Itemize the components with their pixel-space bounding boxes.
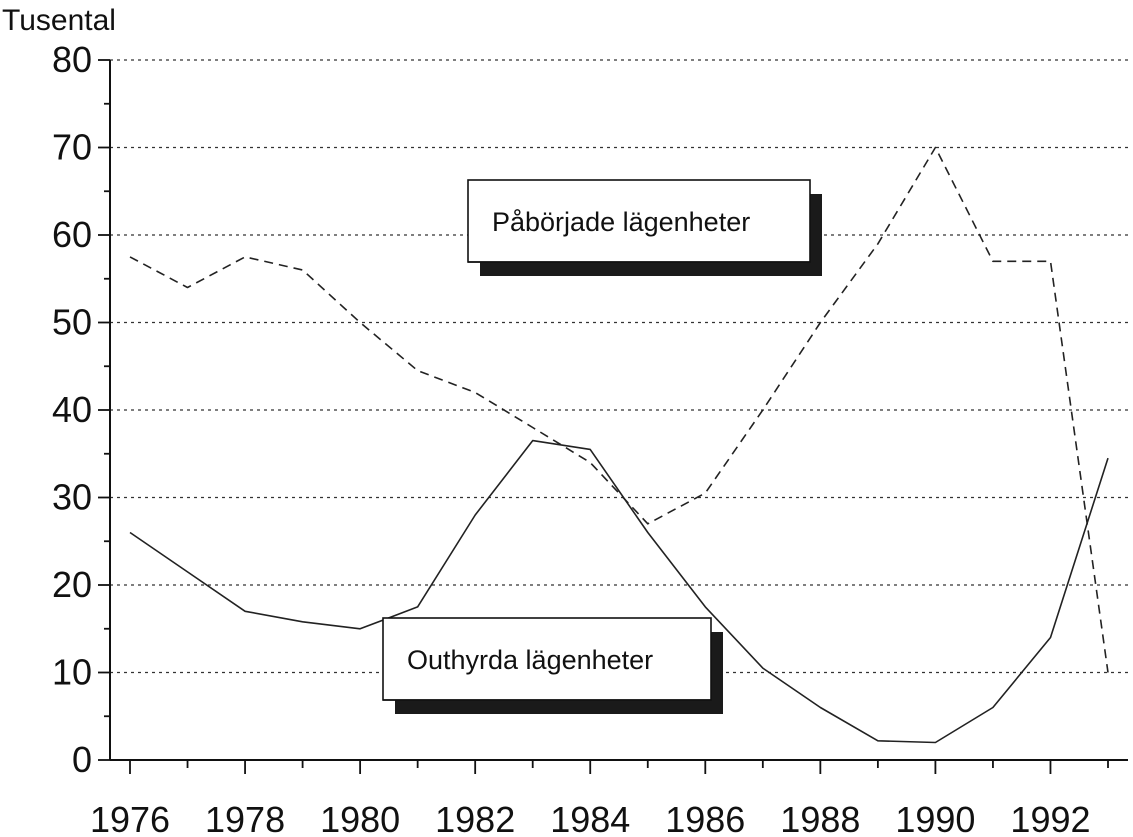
x-tick-label: 1992 [1010,799,1090,837]
x-tick-label: 1976 [90,799,170,837]
y-axis-unit-label: Tusental [2,4,116,37]
y-tick-label: 0 [72,739,92,780]
legend-label-outhyrda: Outhyrda lägenheter [407,645,653,675]
axes [98,59,1128,774]
x-tick-label: 1988 [780,799,860,837]
series-lines [129,146,1109,744]
legend-box-outhyrda: Outhyrda lägenheter [382,617,723,714]
y-tick-label: 60 [52,214,92,255]
tick-labels: 0 10 20 30 40 50 60 70 80 1976 1978 1980 1982 1984 198… [52,39,1091,837]
y-tick-label: 40 [52,389,92,430]
x-tick-label: 1980 [320,799,400,837]
x-tick-label: 1990 [895,799,975,837]
y-tick-label: 80 [52,39,92,80]
gridlines [110,59,1128,674]
y-tick-label: 70 [52,127,92,168]
y-tick-label: 20 [52,564,92,605]
legend-box-pabarjade: Påbörjade lägenheter [467,179,822,276]
legend-label-pabarjade: Påbörjade lägenheter [492,207,750,237]
y-tick-label: 10 [52,652,92,693]
x-tick-label: 1984 [550,799,630,837]
x-tick-label: 1978 [205,799,285,837]
x-tick-label: 1986 [665,799,745,837]
y-tick-label: 30 [52,477,92,518]
x-tick-label: 1982 [435,799,515,837]
y-tick-label: 50 [52,302,92,343]
series-line-outhyrda [129,439,1109,744]
legend-box [382,617,712,701]
